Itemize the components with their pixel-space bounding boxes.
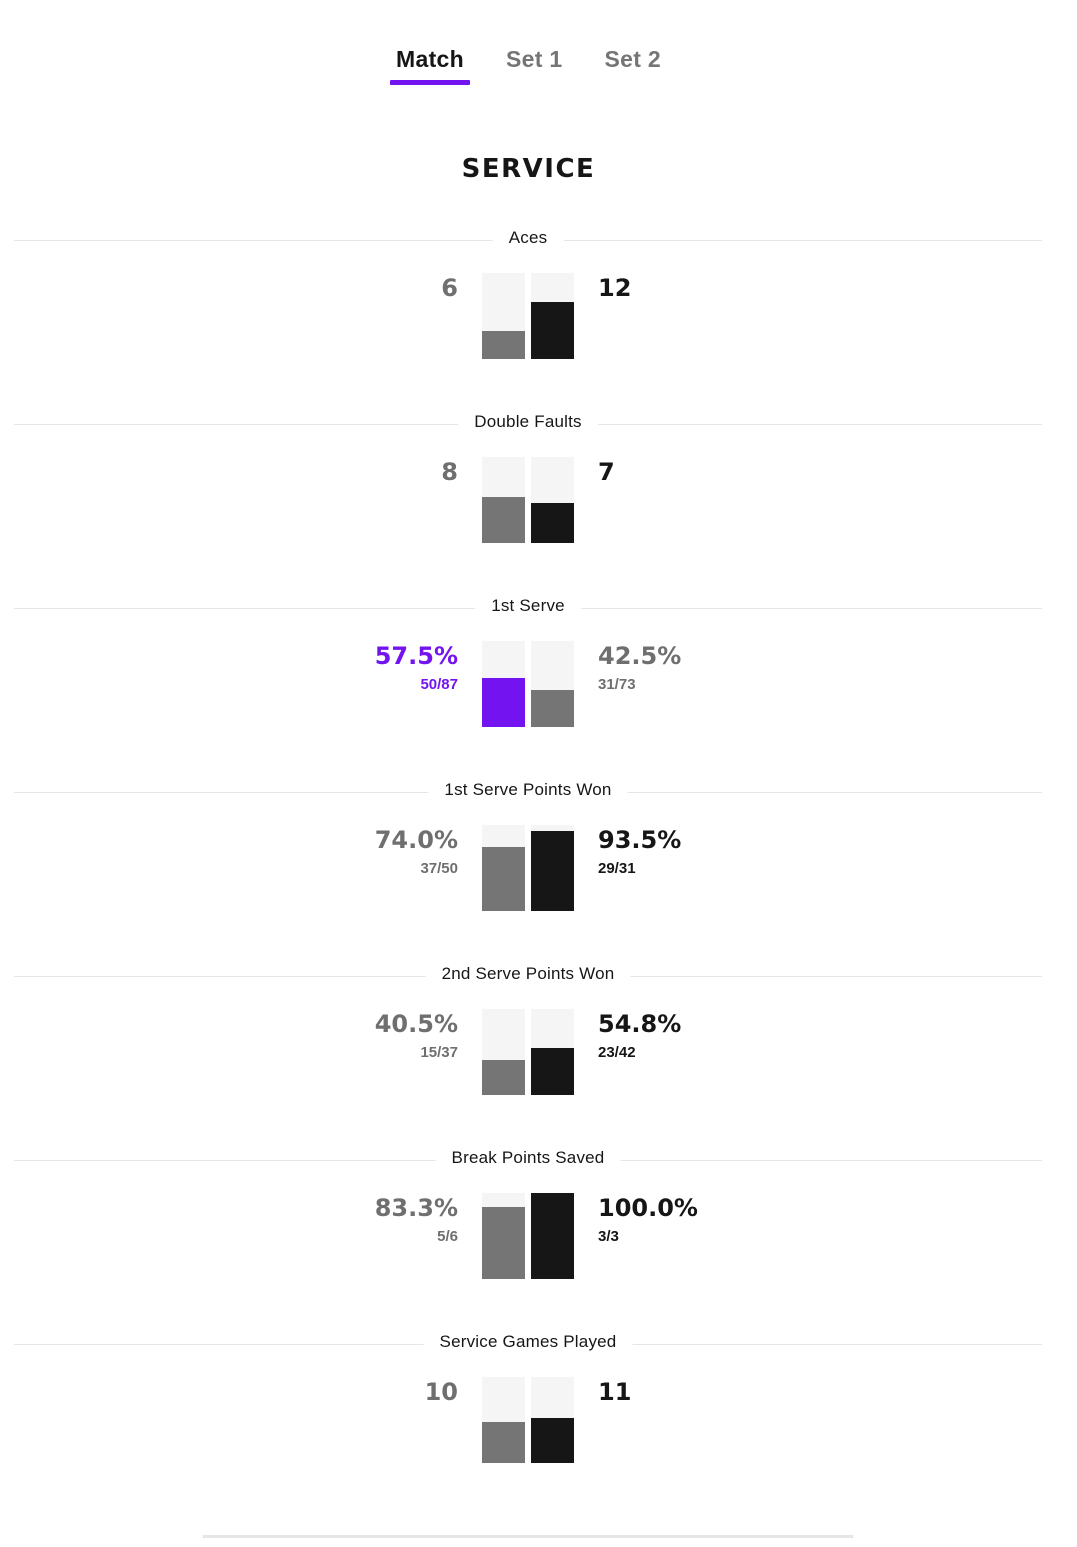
player-2-value: 11 (598, 1378, 632, 1406)
player-1-fraction: 50/87 (420, 676, 458, 693)
player-1-value: 6 (441, 274, 458, 302)
player-1-bar-fill (482, 497, 525, 543)
player-2-bar-fill (531, 503, 574, 543)
tab-match[interactable]: Match (390, 46, 470, 85)
player-1-bar-fill (482, 847, 525, 911)
stat-label: Break Points Saved (435, 1148, 621, 1168)
player-2-bar-fill (531, 831, 574, 911)
stat-row: 1st Serve 57.5% 42.5% 50/87 31/73 (14, 596, 1042, 780)
player-1-bar-fill (482, 1422, 525, 1463)
stat-header: Service Games Played (14, 1332, 1042, 1356)
tab-set-1[interactable]: Set 1 (505, 46, 563, 72)
player-1-bar-fill (482, 1060, 525, 1095)
player-2-value: 100.0% (598, 1194, 698, 1222)
stat-header: Break Points Saved (14, 1148, 1042, 1172)
player-2-fraction: 31/73 (598, 676, 636, 693)
player-2-bar (531, 457, 574, 543)
stat-row: Break Points Saved 83.3% 100.0% 5/6 3/3 (14, 1148, 1042, 1332)
comparison-bars (482, 641, 574, 727)
stat-header: Aces (14, 228, 1042, 252)
stat-label: 2nd Serve Points Won (425, 964, 631, 984)
stat-label: Service Games Played (423, 1332, 633, 1352)
stat-row: Service Games Played 10 11 (14, 1332, 1042, 1516)
player-2-value: 54.8% (598, 1010, 682, 1038)
player-2-bar (531, 1377, 574, 1463)
player-1-bar (482, 641, 525, 727)
player-1-value: 8 (441, 458, 458, 486)
player-2-bar-fill (531, 690, 574, 727)
player-1-value: 57.5% (374, 642, 458, 670)
player-1-bar (482, 457, 525, 543)
comparison-bars (482, 1377, 574, 1463)
player-1-fraction: 5/6 (437, 1228, 458, 1245)
player-1-fraction: 15/37 (420, 1044, 458, 1061)
player-2-bar-fill (531, 1048, 574, 1095)
stat-header: 1st Serve (14, 596, 1042, 620)
stat-header: Double Faults (14, 412, 1042, 436)
comparison-bars (482, 457, 574, 543)
player-2-bar (531, 825, 574, 911)
stat-row: 1st Serve Points Won 74.0% 93.5% 37/50 29/31 (14, 780, 1042, 964)
player-1-value: 74.0% (374, 826, 458, 854)
stat-header: 1st Serve Points Won (14, 780, 1042, 804)
comparison-bars (482, 825, 574, 911)
player-2-value: 93.5% (598, 826, 682, 854)
player-2-value: 12 (598, 274, 632, 302)
player-2-value: 42.5% (598, 642, 682, 670)
stat-label: 1st Serve (475, 596, 581, 616)
player-1-value: 10 (424, 1378, 458, 1406)
player-2-fraction: 29/31 (598, 860, 636, 877)
player-2-bar (531, 641, 574, 727)
stat-header: 2nd Serve Points Won (14, 964, 1042, 988)
player-2-bar-fill (531, 1418, 574, 1463)
player-1-bar (482, 273, 525, 359)
player-1-bar (482, 1377, 525, 1463)
stat-row: Aces 6 12 (14, 228, 1042, 412)
player-2-fraction: 3/3 (598, 1228, 619, 1245)
player-1-bar (482, 1009, 525, 1095)
player-2-value: 7 (598, 458, 615, 486)
player-2-fraction: 23/42 (598, 1044, 636, 1061)
section-title: SERVICE (461, 154, 596, 184)
stat-label: Aces (492, 228, 564, 248)
player-2-bar-fill (531, 1193, 574, 1279)
player-2-bar-fill (531, 302, 574, 359)
bottom-divider (203, 1535, 853, 1538)
player-2-bar (531, 273, 574, 359)
player-1-value: 83.3% (374, 1194, 458, 1222)
stat-label: 1st Serve Points Won (428, 780, 628, 800)
player-2-bar (531, 1193, 574, 1279)
stat-row: Double Faults 8 7 (14, 412, 1042, 596)
player-1-bar-fill (482, 678, 525, 727)
player-2-bar (531, 1009, 574, 1095)
stat-row: 2nd Serve Points Won 40.5% 54.8% 15/37 23/42 (14, 964, 1042, 1148)
comparison-bars (482, 1193, 574, 1279)
stats-tabs: Match Set 1 Set 2 (0, 46, 1057, 85)
stat-label: Double Faults (458, 412, 598, 432)
tab-set-2[interactable]: Set 2 (604, 46, 661, 72)
player-1-value: 40.5% (374, 1010, 458, 1038)
player-1-bar-fill (482, 331, 525, 359)
comparison-bars (482, 273, 574, 359)
player-1-fraction: 37/50 (420, 860, 458, 877)
player-1-bar (482, 1193, 525, 1279)
player-1-bar (482, 825, 525, 911)
player-1-bar-fill (482, 1207, 525, 1279)
comparison-bars (482, 1009, 574, 1095)
